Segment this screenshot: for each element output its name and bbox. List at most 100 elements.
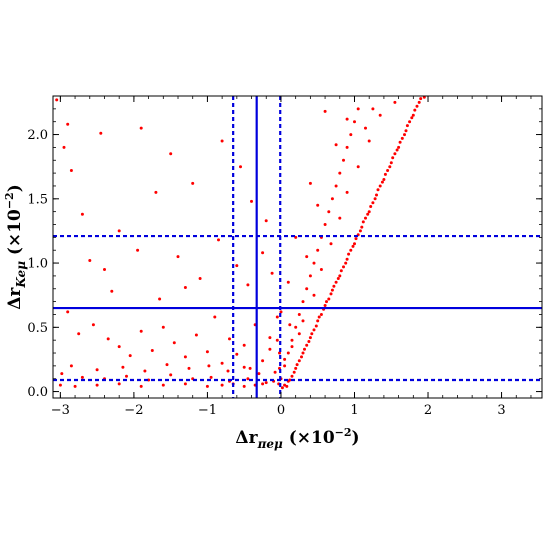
data-point: [422, 96, 426, 99]
data-point: [58, 383, 62, 387]
data-point: [329, 242, 333, 246]
data-point: [194, 333, 198, 337]
data-point: [305, 255, 309, 259]
data-point: [136, 248, 140, 252]
data-point: [220, 139, 224, 143]
data-point: [364, 126, 367, 130]
data-point: [345, 117, 349, 121]
data-point: [378, 113, 382, 117]
data-point: [294, 325, 298, 329]
data-point: [317, 315, 321, 319]
data-point: [329, 292, 333, 296]
data-point: [139, 329, 143, 333]
data-point: [264, 219, 268, 223]
data-point: [172, 341, 176, 345]
data-point: [323, 223, 327, 226]
data-point: [345, 190, 349, 194]
data-point: [334, 184, 338, 188]
data-point: [386, 169, 390, 172]
data-point: [339, 269, 343, 273]
data-point: [228, 337, 231, 341]
data-point: [198, 277, 202, 280]
data-point: [417, 100, 421, 104]
data-point: [371, 107, 375, 111]
data-point: [66, 122, 70, 126]
data-point: [308, 181, 312, 185]
data-point: [310, 332, 314, 336]
data-point: [235, 352, 239, 356]
data-point: [308, 274, 312, 278]
data-point: [308, 336, 312, 340]
data-point: [268, 347, 272, 351]
data-point: [410, 116, 414, 120]
data-point: [316, 203, 320, 207]
x-tick-label: 2: [424, 403, 432, 418]
data-point: [239, 165, 242, 169]
data-point: [404, 129, 408, 133]
data-point: [338, 171, 342, 175]
data-point: [301, 319, 305, 323]
data-point: [143, 369, 147, 373]
data-point: [353, 242, 356, 246]
data-point: [209, 375, 213, 379]
data-point: [375, 193, 378, 197]
data-point: [95, 368, 99, 372]
data-point: [300, 355, 303, 359]
data-point: [248, 366, 252, 370]
reference-lines: [53, 96, 542, 398]
data-point: [275, 315, 279, 319]
data-point: [169, 152, 173, 156]
data-point: [301, 351, 305, 355]
data-point: [257, 372, 261, 376]
y-tick-label: 1.0: [27, 257, 48, 272]
data-point: [345, 145, 349, 149]
data-point: [327, 210, 331, 214]
data-point: [183, 382, 187, 386]
data-point: [77, 332, 81, 336]
data-point: [334, 143, 338, 147]
data-point: [205, 384, 209, 388]
data-point: [373, 197, 377, 201]
data-point: [165, 363, 169, 367]
data-point: [176, 255, 180, 259]
data-point: [62, 145, 66, 149]
data-point: [307, 340, 311, 343]
data-point: [290, 374, 294, 378]
data-point: [154, 190, 158, 194]
data-point: [383, 172, 387, 176]
data-point: [405, 124, 409, 128]
data-point: [342, 158, 345, 162]
data-point: [66, 310, 70, 314]
data-point: [347, 252, 351, 256]
data-point: [319, 313, 323, 316]
data-point: [285, 384, 289, 388]
data-point: [110, 289, 114, 293]
data-point: [403, 133, 406, 137]
data-point: [301, 300, 305, 304]
data-point: [117, 382, 121, 386]
data-point: [275, 338, 279, 342]
data-point: [415, 104, 419, 108]
data-point: [80, 212, 84, 216]
data-point: [217, 238, 220, 242]
data-point: [292, 370, 296, 374]
data-point: [330, 288, 334, 292]
data-point: [261, 382, 265, 386]
data-point: [342, 265, 345, 269]
data-point: [314, 324, 318, 328]
data-point: [334, 280, 338, 284]
data-point: [283, 357, 287, 361]
data-point: [69, 364, 73, 368]
data-point: [305, 287, 309, 291]
data-point: [338, 274, 342, 278]
data-point: [242, 343, 246, 347]
data-point: [316, 319, 320, 323]
data-point: [283, 364, 287, 368]
data-point: [273, 370, 277, 374]
data-point: [207, 364, 211, 368]
data-point: [103, 268, 106, 271]
data-point: [290, 338, 294, 342]
data-point: [367, 210, 371, 214]
data-point: [413, 108, 417, 112]
